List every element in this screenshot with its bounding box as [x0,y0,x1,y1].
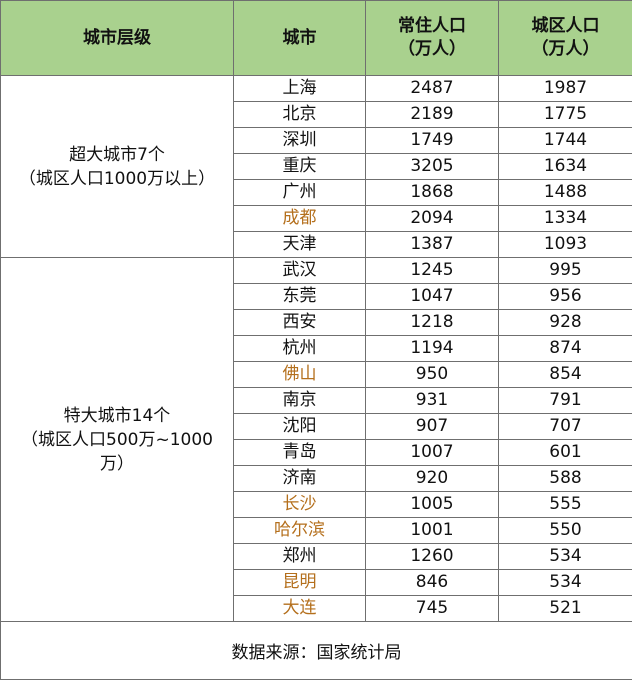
resident-population-value: 920 [365,465,499,492]
table-row: 大连 745 521 [1,595,632,622]
header-urban-line2: （万人） [531,39,600,59]
tier-label: 特大城市14个 （城区人口500万~1000 万） [0,257,234,622]
footer-row: 数据来源：国家统计局 [0,621,632,680]
city-name: 郑州 [233,543,366,570]
table-row: 深圳 1749 1744 [1,127,632,154]
resident-population-value: 1218 [365,309,499,336]
resident-population-value: 3205 [365,153,499,180]
urban-population-value: 1093 [498,231,632,258]
city-name: 南京 [233,387,366,414]
resident-population-value: 907 [365,413,499,440]
table-row: 广州 1868 1488 [1,179,632,206]
city-name: 深圳 [233,127,366,154]
urban-population-value: 521 [498,595,632,622]
urban-population-value: 995 [498,257,632,284]
city-name: 长沙 [233,491,366,518]
urban-population-value: 956 [498,283,632,310]
header-urban-population: 城区人口 （万人） [498,0,632,76]
table-row: 哈尔滨 1001 550 [1,517,632,544]
table-row: 东莞 1047 956 [1,283,632,310]
urban-population-value: 1987 [498,75,632,102]
urban-population-value: 874 [498,335,632,362]
city-name: 天津 [233,231,366,258]
resident-population-value: 1194 [365,335,499,362]
urban-population-value: 707 [498,413,632,440]
resident-population-value: 745 [365,595,499,622]
city-name: 东莞 [233,283,366,310]
tier-label-line: （城区人口1000万以上） [18,168,216,189]
urban-population-value: 791 [498,387,632,414]
urban-population-value: 1488 [498,179,632,206]
resident-population-value: 1007 [365,439,499,466]
urban-population-value: 588 [498,465,632,492]
header-resident-line2: （万人） [398,39,466,59]
data-source-note: 数据来源：国家统计局 [0,621,632,680]
urban-population-value: 601 [498,439,632,466]
header-resident-population: 常住人口 （万人） [365,0,499,76]
tier-label-line: （城区人口500万~1000 [21,429,213,450]
city-name: 昆明 [233,569,366,596]
header-tier: 城市层级 [0,0,234,76]
table-row: 重庆 3205 1634 [1,153,632,180]
table-row: 天津 1387 1093 [1,231,632,258]
header-resident-line1: 常住人口 [398,16,466,36]
table-row: 南京 931 791 [1,387,632,414]
table-row: 昆明 846 534 [1,569,632,596]
resident-population-value: 1387 [365,231,499,258]
city-name: 哈尔滨 [233,517,366,544]
resident-population-value: 2487 [365,75,499,102]
table-row: 佛山 950 854 [1,361,632,388]
urban-population-value: 1634 [498,153,632,180]
city-name: 北京 [233,101,366,128]
table-row: 杭州 1194 874 [1,335,632,362]
table-row: 成都 2094 1334 [1,205,632,232]
urban-population-value: 1775 [498,101,632,128]
city-name: 成都 [233,205,366,232]
tier-label: 超大城市7个 （城区人口1000万以上） [0,75,234,258]
resident-population-value: 931 [365,387,499,414]
city-name: 西安 [233,309,366,336]
tier-label-line: 万） [100,453,134,474]
resident-population-value: 1001 [365,517,499,544]
city-name: 杭州 [233,335,366,362]
urban-population-value: 534 [498,569,632,596]
resident-population-value: 2189 [365,101,499,128]
header-city: 城市 [233,0,366,76]
city-name: 佛山 [233,361,366,388]
resident-population-value: 950 [365,361,499,388]
urban-population-value: 1744 [498,127,632,154]
urban-population-value: 550 [498,517,632,544]
tier-label-line: 特大城市14个 [63,405,171,426]
city-name: 大连 [233,595,366,622]
table-row: 长沙 1005 555 [1,491,632,518]
tier-label-line: 超大城市7个 [69,144,165,165]
city-name: 上海 [233,75,366,102]
city-name: 武汉 [233,257,366,284]
city-name: 重庆 [233,153,366,180]
urban-population-value: 1334 [498,205,632,232]
resident-population-value: 1868 [365,179,499,206]
table-row: 特大城市14个 （城区人口500万~1000 万） 武汉 1245 995 [0,257,632,622]
city-name: 沈阳 [233,413,366,440]
header-row: 城市层级 城市 常住人口 （万人） 城区人口 （万人） [0,0,632,76]
resident-population-value: 1245 [365,257,499,284]
urban-population-value: 534 [498,543,632,570]
resident-population-value: 1005 [365,491,499,518]
city-name: 青岛 [233,439,366,466]
city-name: 济南 [233,465,366,492]
resident-population-value: 1260 [365,543,499,570]
resident-population-value: 846 [365,569,499,596]
urban-population-value: 928 [498,309,632,336]
urban-population-value: 555 [498,491,632,518]
city-name: 广州 [233,179,366,206]
urban-population-value: 854 [498,361,632,388]
table-row: 超大城市7个 （城区人口1000万以上） 上海 2487 1987 [0,75,632,258]
table-row: 西安 1218 928 [1,309,632,336]
resident-population-value: 1047 [365,283,499,310]
resident-population-value: 2094 [365,205,499,232]
table-body: 超大城市7个 （城区人口1000万以上） 上海 2487 1987 北京 2189 1775 深… [0,75,632,622]
header-urban-line1: 城区人口 [531,16,600,36]
resident-population-value: 1749 [365,127,499,154]
